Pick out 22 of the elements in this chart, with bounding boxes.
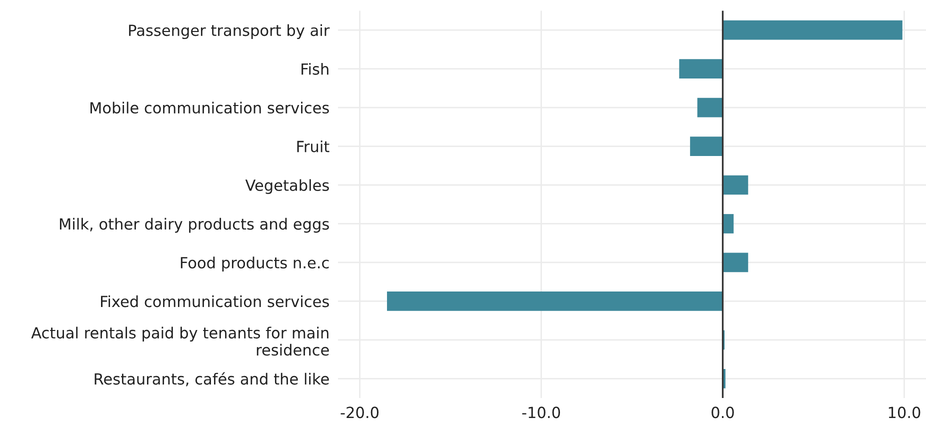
x-tick-label: -10.0	[522, 406, 560, 418]
bar	[697, 98, 723, 118]
x-tick-label: -20.0	[340, 406, 379, 418]
y-tick-label: Fish	[302, 62, 328, 75]
bar	[722, 175, 748, 195]
bar	[722, 252, 748, 272]
bar	[386, 292, 723, 311]
y-tick-label: Milk, other dairy products and eggs	[60, 218, 329, 233]
y-tick-label: Restaurants, cafés and the like	[94, 372, 329, 386]
y-tick-label: Mobile communication services	[90, 102, 329, 114]
y-tick-label: Vegetables	[245, 179, 329, 194]
y-tick-label: Food products n.e.c	[180, 256, 329, 272]
x-tick-label: 0.0	[712, 406, 734, 418]
x-tick-label: 10.0	[888, 406, 920, 418]
bar	[690, 136, 723, 156]
y-tick-label: Actual rentals paid by tenants for main residence	[31, 326, 329, 356]
y-tick-label: Fixed communication services	[101, 295, 329, 308]
bar	[722, 214, 734, 234]
bar	[722, 20, 902, 40]
bar	[679, 59, 723, 78]
y-tick-label: Passenger transport by air	[129, 24, 330, 40]
y-tick-label: Fruit	[297, 140, 330, 152]
